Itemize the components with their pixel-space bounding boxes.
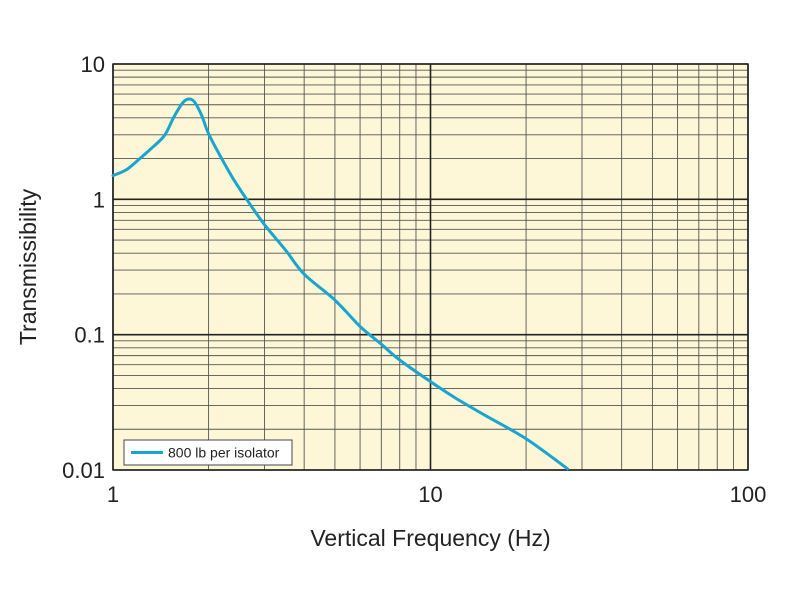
x-tick-label: 100 (730, 482, 767, 507)
x-tick-label: 1 (107, 482, 119, 507)
legend-label-series-1: 800 lb per isolator (168, 445, 280, 461)
y-tick-labels: 10 1 0.1 0.01 (62, 52, 105, 483)
legend: 800 lb per isolator (123, 439, 293, 466)
y-tick-label: 10 (81, 52, 105, 77)
plot-frame (112, 63, 749, 471)
y-axis-label: Transmissibility (15, 188, 41, 345)
y-tick-label: 1 (93, 187, 105, 212)
y-tick-label: 0.01 (62, 458, 105, 483)
series-line-1 (111, 97, 569, 471)
series-layer (111, 97, 569, 471)
y-tick-label: 0.1 (74, 323, 105, 348)
x-tick-labels: 1 10 100 (107, 482, 766, 507)
x-axis-label: Vertical Frequency (Hz) (310, 525, 550, 551)
x-tick-label: 10 (418, 482, 442, 507)
